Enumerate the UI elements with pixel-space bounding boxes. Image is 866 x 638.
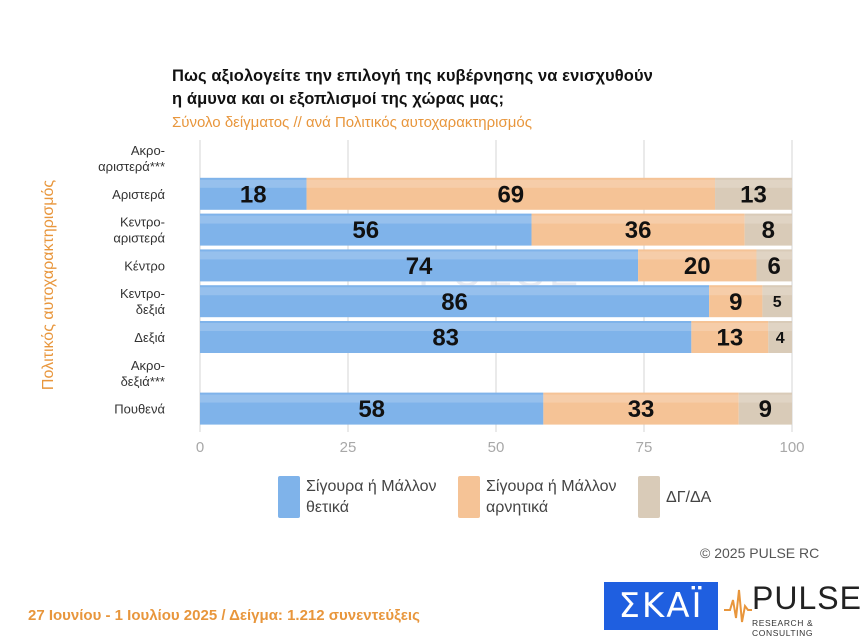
bar-positive xyxy=(200,392,544,425)
bar-sheen xyxy=(756,251,792,260)
data-label: 9 xyxy=(759,396,772,423)
bar-negative xyxy=(638,249,757,282)
legend-swatch-dk xyxy=(638,476,660,518)
bar-sheen xyxy=(768,323,792,331)
bar-sheen xyxy=(531,215,745,224)
data-label: 5 xyxy=(773,294,782,311)
pulse-logo-subtext: RESEARCH & CONSULTING xyxy=(752,618,814,638)
x-tick-label: 75 xyxy=(636,439,653,456)
bar-positive xyxy=(200,321,692,353)
bar-sheen xyxy=(715,179,792,188)
bar-dk xyxy=(768,321,792,353)
data-label: 6 xyxy=(768,253,781,280)
bar-positive xyxy=(200,177,307,210)
bar-sheen xyxy=(200,251,639,260)
legend-swatch-negative xyxy=(458,476,480,518)
chart-subtitle: Σύνολο δείγματος // ανά Πολιτικός αυτοχα… xyxy=(172,114,532,131)
chart-title-line-1: Πως αξιολογείτε την επιλογή της κυβέρνησ… xyxy=(172,67,653,85)
data-label: 58 xyxy=(358,396,385,423)
bar-sheen xyxy=(638,251,757,260)
bar-negative xyxy=(306,177,716,210)
bar-negative xyxy=(531,213,745,246)
data-label: 18 xyxy=(240,181,267,208)
data-label: 33 xyxy=(628,396,655,423)
category-label: Ακρο-δεξιά*** xyxy=(121,358,165,389)
legend-label-negative: Σίγουρα ή Μάλλον αρνητικά xyxy=(486,478,617,516)
pulse-wave-icon xyxy=(724,589,752,623)
bar-sheen xyxy=(738,394,792,403)
bar-dk xyxy=(715,177,792,210)
x-tick-label: 25 xyxy=(340,439,357,456)
category-label: Αριστερά xyxy=(112,187,165,202)
bar-sheen xyxy=(744,215,792,224)
category-label: Κεντρο-δεξιά xyxy=(120,286,166,317)
bar-negative xyxy=(543,392,739,425)
data-label: 9 xyxy=(729,289,742,316)
data-label: 83 xyxy=(432,325,459,352)
data-label: 13 xyxy=(716,325,743,352)
pulse-logo-text: PULSE xyxy=(752,580,862,616)
category-label: Κεντρο-αριστερά xyxy=(113,215,165,246)
data-label: 4 xyxy=(776,330,785,347)
skai-logo-text: ΣΚΑΪ xyxy=(618,586,704,626)
category-label: Ακρο-αριστερά*** xyxy=(98,143,165,174)
pulse-logo: PULSE RESEARCH & CONSULTING xyxy=(724,580,864,638)
bar-sheen xyxy=(200,394,544,403)
bar-dk xyxy=(744,213,792,246)
data-label: 13 xyxy=(740,181,767,208)
bar-positive xyxy=(200,285,710,318)
data-label: 56 xyxy=(352,217,379,244)
chart-title-line-2: η άμυνα και οι εξοπλισμοί της χώρας μας; xyxy=(172,90,505,108)
x-tick-label: 50 xyxy=(488,439,505,456)
category-label: Πουθενά xyxy=(114,402,165,417)
bar-sheen xyxy=(200,287,710,296)
bar-sheen xyxy=(691,323,769,331)
category-label: Δεξιά xyxy=(134,330,165,345)
data-label: 20 xyxy=(684,253,711,280)
bar-negative xyxy=(691,321,769,353)
bar-sheen xyxy=(543,394,739,403)
skai-logo: ΣΚΑΪ xyxy=(604,582,718,630)
legend-label-dk: ΔΓ/ΔΑ xyxy=(666,489,712,506)
data-label: 36 xyxy=(625,217,652,244)
legend-label-positive: Σίγουρα ή Μάλλον θετικά xyxy=(306,478,437,516)
bar-dk xyxy=(738,392,792,425)
data-label: 86 xyxy=(441,289,468,316)
bar-negative xyxy=(709,285,763,318)
bar-sheen xyxy=(709,287,763,296)
bar-sheen xyxy=(200,179,307,188)
bar-dk xyxy=(762,285,792,318)
data-label: 8 xyxy=(762,217,775,244)
legend-swatch-positive xyxy=(278,476,300,518)
data-label: 69 xyxy=(497,181,524,208)
data-label: 74 xyxy=(406,253,433,280)
x-tick-label: 100 xyxy=(779,439,804,456)
bar-sheen xyxy=(762,287,792,296)
footer-survey-info: 27 Ιουνίου - 1 Ιουλίου 2025 / Δείγμα: 1.… xyxy=(28,607,420,624)
bar-sheen xyxy=(200,323,692,331)
bar-positive xyxy=(200,213,532,246)
x-tick-label: 0 xyxy=(196,439,204,456)
bar-sheen xyxy=(306,179,716,188)
bar-sheen xyxy=(200,215,532,224)
category-label: Κέντρο xyxy=(124,258,165,273)
bar-positive xyxy=(200,249,639,282)
bar-dk xyxy=(756,249,792,282)
copyright-text: © 2025 PULSE RC xyxy=(700,545,820,561)
